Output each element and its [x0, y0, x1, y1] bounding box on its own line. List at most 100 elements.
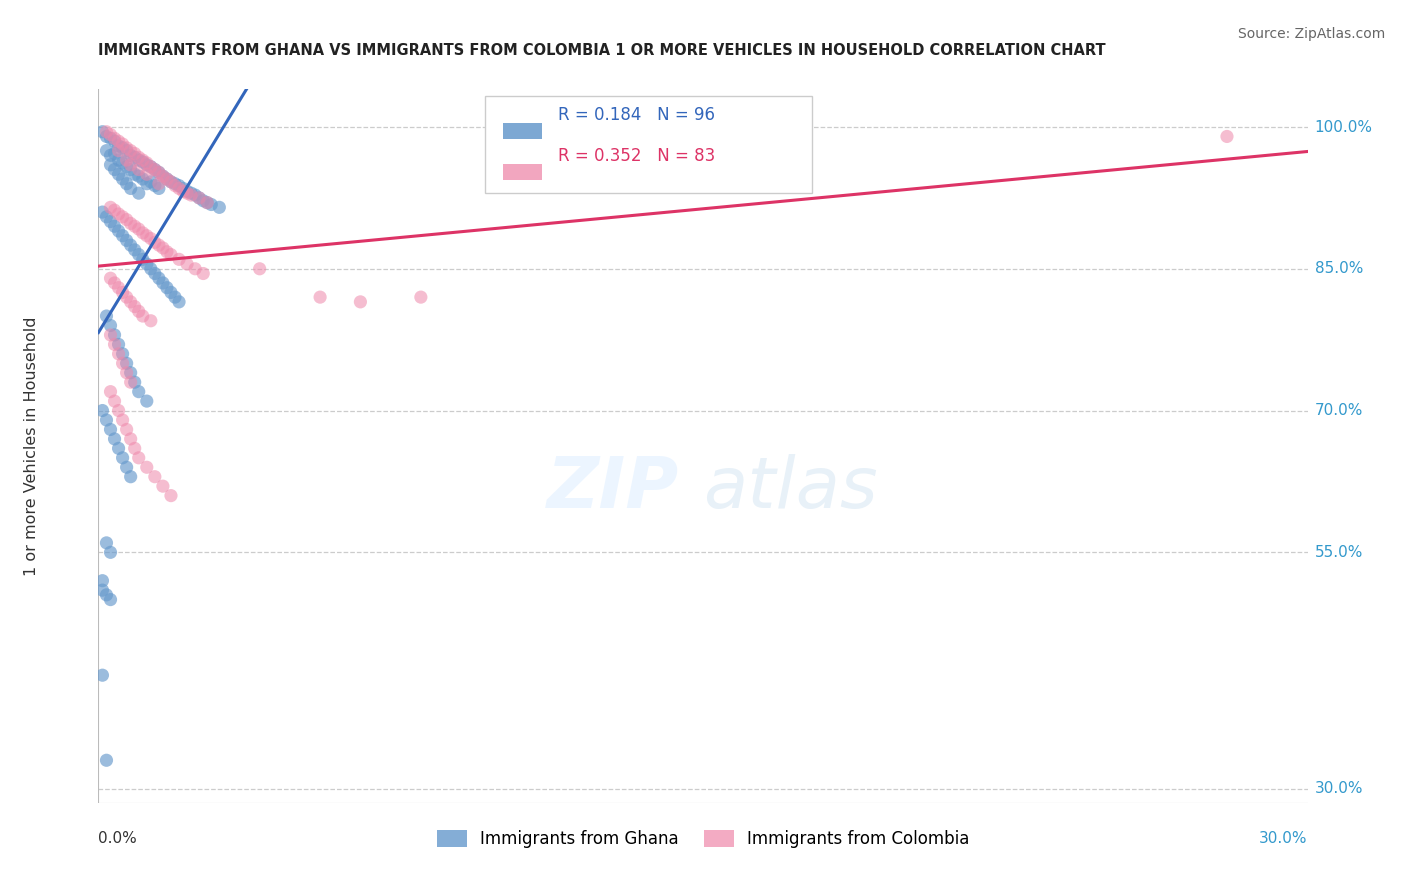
Point	[120, 148, 142, 162]
Point	[120, 469, 142, 483]
Point	[143, 178, 166, 193]
Point	[124, 442, 146, 456]
Point	[139, 160, 162, 174]
Point	[111, 413, 134, 427]
Text: 30.0%: 30.0%	[1260, 831, 1308, 847]
Point	[160, 175, 183, 189]
Point	[115, 153, 138, 167]
Point	[115, 290, 138, 304]
Point	[163, 177, 186, 191]
Point	[172, 184, 194, 198]
Point	[124, 243, 146, 257]
Point	[96, 413, 118, 427]
Point	[249, 261, 271, 276]
Point	[120, 181, 142, 195]
Point	[111, 136, 134, 151]
Point	[115, 366, 138, 380]
Point	[120, 432, 142, 446]
Point	[148, 165, 170, 179]
Point	[188, 191, 211, 205]
Point	[193, 194, 215, 208]
Point	[120, 158, 142, 172]
Point	[120, 162, 142, 177]
Point	[91, 403, 114, 417]
Point	[184, 261, 207, 276]
Point	[128, 150, 150, 164]
Point	[176, 186, 198, 201]
Point	[132, 153, 155, 167]
Text: 30.0%: 30.0%	[1315, 781, 1362, 797]
Point	[160, 285, 183, 300]
Point	[135, 156, 157, 170]
Point	[96, 144, 118, 158]
Point	[128, 162, 150, 177]
Point	[111, 356, 134, 370]
Point	[120, 144, 142, 158]
Point	[96, 309, 118, 323]
Point	[120, 375, 142, 389]
Point	[167, 252, 190, 267]
Point	[128, 450, 150, 465]
Point	[163, 178, 186, 193]
Point	[135, 167, 157, 181]
Point	[309, 290, 332, 304]
Point	[135, 228, 157, 243]
Point	[96, 129, 118, 144]
Legend: Immigrants from Ghana, Immigrants from Colombia: Immigrants from Ghana, Immigrants from C…	[430, 823, 976, 855]
Point	[91, 583, 114, 598]
Point	[103, 327, 125, 342]
Point	[148, 181, 170, 195]
Point	[208, 200, 231, 214]
Point	[96, 588, 118, 602]
Point	[100, 327, 122, 342]
Point	[107, 144, 129, 158]
Point	[1216, 129, 1239, 144]
Point	[143, 267, 166, 281]
Point	[103, 432, 125, 446]
Point	[107, 442, 129, 456]
Point	[124, 219, 146, 234]
Point	[103, 131, 125, 145]
Point	[188, 191, 211, 205]
Point	[91, 574, 114, 588]
Point	[135, 460, 157, 475]
Text: 1 or more Vehicles in Household: 1 or more Vehicles in Household	[24, 317, 39, 575]
Point	[115, 234, 138, 248]
Point	[120, 238, 142, 252]
Point	[91, 125, 114, 139]
Point	[139, 231, 162, 245]
Point	[176, 257, 198, 271]
Point	[135, 257, 157, 271]
Point	[193, 267, 215, 281]
Point	[103, 203, 125, 218]
Point	[107, 224, 129, 238]
Point	[91, 668, 114, 682]
Point	[100, 545, 122, 559]
Point	[180, 186, 202, 201]
Point	[160, 489, 183, 503]
Point	[111, 450, 134, 465]
Text: 55.0%: 55.0%	[1315, 545, 1362, 560]
Point	[107, 207, 129, 221]
Point	[195, 195, 218, 210]
Point	[184, 188, 207, 202]
Point	[143, 162, 166, 177]
Point	[124, 167, 146, 181]
Point	[100, 128, 122, 142]
Point	[152, 276, 174, 290]
Point	[135, 394, 157, 409]
Point	[167, 294, 190, 309]
Point	[91, 205, 114, 219]
Point	[160, 175, 183, 189]
Point	[156, 244, 179, 259]
Point	[132, 309, 155, 323]
Point	[107, 167, 129, 181]
FancyBboxPatch shape	[485, 96, 811, 193]
Point	[100, 158, 122, 172]
Point	[111, 347, 134, 361]
Point	[128, 247, 150, 261]
Point	[115, 460, 138, 475]
Point	[167, 178, 190, 193]
Point	[152, 169, 174, 183]
Point	[167, 181, 190, 195]
